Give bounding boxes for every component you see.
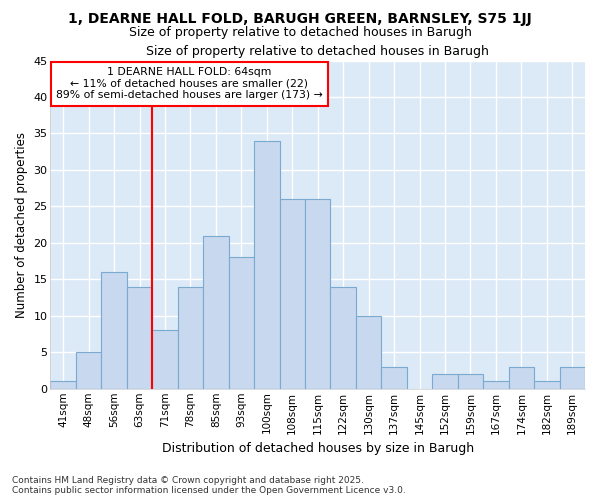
Title: Size of property relative to detached houses in Barugh: Size of property relative to detached ho…: [146, 45, 489, 58]
Bar: [76, 352, 101, 389]
Text: 1, DEARNE HALL FOLD, BARUGH GREEN, BARNSLEY, S75 1JJ: 1, DEARNE HALL FOLD, BARUGH GREEN, BARNS…: [68, 12, 532, 26]
Bar: [458, 374, 483, 389]
Bar: [203, 236, 229, 389]
Bar: [254, 141, 280, 389]
Bar: [152, 330, 178, 389]
Bar: [280, 199, 305, 389]
Bar: [331, 286, 356, 389]
Bar: [229, 258, 254, 389]
Bar: [50, 382, 76, 389]
Bar: [127, 286, 152, 389]
Bar: [432, 374, 458, 389]
Bar: [101, 272, 127, 389]
Text: Contains HM Land Registry data © Crown copyright and database right 2025.
Contai: Contains HM Land Registry data © Crown c…: [12, 476, 406, 495]
Bar: [534, 382, 560, 389]
Bar: [356, 316, 382, 389]
Bar: [178, 286, 203, 389]
Y-axis label: Number of detached properties: Number of detached properties: [15, 132, 28, 318]
Text: 1 DEARNE HALL FOLD: 64sqm
← 11% of detached houses are smaller (22)
89% of semi-: 1 DEARNE HALL FOLD: 64sqm ← 11% of detac…: [56, 67, 323, 100]
X-axis label: Distribution of detached houses by size in Barugh: Distribution of detached houses by size …: [161, 442, 474, 455]
Bar: [382, 367, 407, 389]
Bar: [483, 382, 509, 389]
Bar: [560, 367, 585, 389]
Bar: [305, 199, 331, 389]
Bar: [509, 367, 534, 389]
Text: Size of property relative to detached houses in Barugh: Size of property relative to detached ho…: [128, 26, 472, 39]
